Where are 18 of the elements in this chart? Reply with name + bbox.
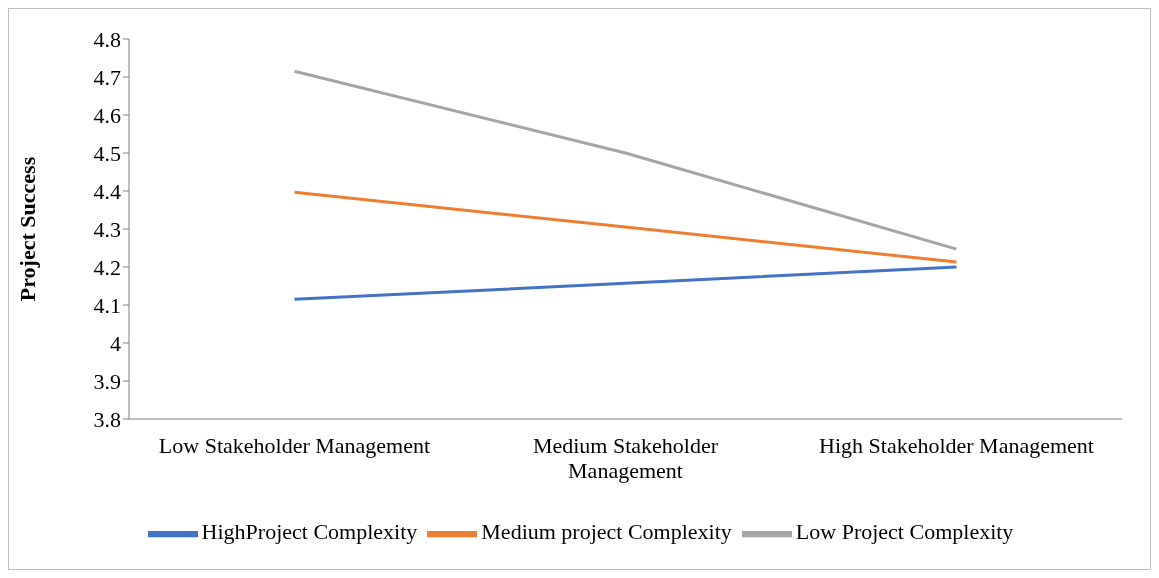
y-tick-label: 3.8 xyxy=(93,406,121,432)
y-axis-title: Project Success xyxy=(14,156,40,302)
y-tick-label: 3.9 xyxy=(93,368,121,394)
legend-label: Low Project Complexity xyxy=(795,519,1014,545)
y-tick-label: 4 xyxy=(110,330,121,356)
y-tick-label: 4.7 xyxy=(93,64,121,90)
x-tick-label: Low Stakeholder Management xyxy=(158,432,431,458)
x-tick-label: Medium Stakeholder Management xyxy=(532,432,719,483)
x-tick-label: High Stakeholder Management xyxy=(819,432,1094,458)
y-tick-label: 4.8 xyxy=(93,26,121,52)
y-tick-label: 4.4 xyxy=(93,178,121,204)
y-tick-label: 4.1 xyxy=(93,292,121,318)
legend-label: Medium project Complexity xyxy=(481,519,732,545)
y-tick-label: 4.6 xyxy=(93,102,121,128)
y-tick-label: 4.5 xyxy=(93,140,121,166)
y-tick-label: 4.3 xyxy=(93,216,121,242)
y-tick-label: 4.2 xyxy=(93,254,121,280)
legend-label: HighProject Complexity xyxy=(201,519,418,545)
